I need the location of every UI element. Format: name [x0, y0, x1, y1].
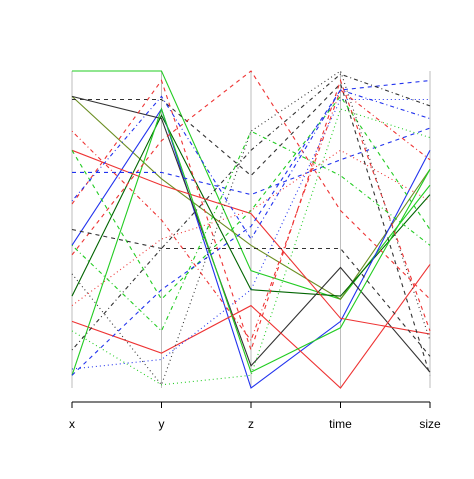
series-line — [71, 107, 431, 389]
x-tick-label: size — [419, 417, 441, 431]
series-line — [71, 95, 431, 373]
series-line — [71, 78, 431, 352]
series-line — [71, 73, 431, 351]
series-line — [71, 130, 431, 332]
series-line — [71, 79, 431, 376]
series-line — [72, 127, 431, 196]
series-line — [71, 107, 431, 376]
series-line — [71, 95, 431, 300]
x-tick-label: z — [248, 417, 254, 431]
series-line — [71, 95, 431, 301]
series-line — [72, 82, 431, 376]
series-line — [71, 114, 431, 297]
x-tick-label: y — [159, 417, 165, 431]
series-line — [71, 149, 431, 335]
series-line — [71, 89, 431, 241]
series-line — [72, 70, 431, 300]
series-line — [71, 89, 431, 342]
series-line — [71, 264, 431, 389]
series-line — [71, 70, 431, 300]
x-tick-label: time — [329, 417, 352, 431]
series-line — [71, 98, 430, 370]
x-tick-label: x — [69, 417, 75, 431]
